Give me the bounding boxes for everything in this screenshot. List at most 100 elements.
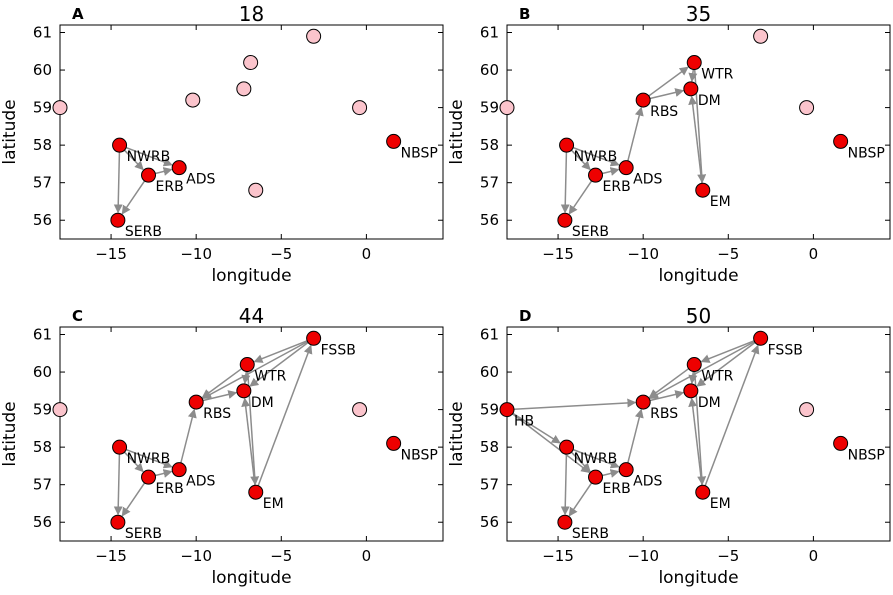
edge-arrow <box>202 390 238 402</box>
y-tick-label: 58 <box>33 136 52 154</box>
y-tick-label: 58 <box>480 136 499 154</box>
edge-arrow <box>568 482 593 517</box>
edge-arrow <box>602 469 620 478</box>
node-label: SERB <box>572 526 609 542</box>
panel-a: A 18 −15 −10 −5 0 56 57 58 59 60 61 longitude latitud… <box>0 2 444 286</box>
edge-group <box>560 66 707 215</box>
edge-arrow <box>241 397 256 486</box>
edge-arrow <box>202 340 308 399</box>
panel-title: 18 <box>239 2 264 26</box>
x-tick-label: −5 <box>270 547 292 565</box>
edge-arrow <box>121 180 146 215</box>
node-label: NBSP <box>401 447 438 463</box>
active-node <box>683 383 699 399</box>
active-node <box>110 514 126 530</box>
node-label: ERB <box>156 179 184 195</box>
inactive-node <box>185 92 201 108</box>
active-node <box>236 383 252 399</box>
edge-group <box>113 340 313 517</box>
y-axis-label: latitude <box>0 401 20 466</box>
y-tick-label: 58 <box>33 438 52 456</box>
active-node <box>386 435 402 451</box>
inactive-node <box>236 81 252 97</box>
active-node <box>559 137 575 153</box>
edge-arrow <box>572 448 620 469</box>
y-tick-label: 60 <box>480 363 499 381</box>
y-tick-label: 59 <box>33 401 52 419</box>
active-node <box>171 160 187 176</box>
x-tick-label: −10 <box>627 547 659 565</box>
x-tick-label: −15 <box>542 547 574 565</box>
plot-frame <box>59 24 444 240</box>
x-tick-label: −10 <box>627 245 659 263</box>
edge-arrow <box>648 66 689 97</box>
active-node <box>557 514 573 530</box>
node-label: NWRB <box>574 149 618 165</box>
inactive-node <box>352 100 368 116</box>
x-tick-label: −5 <box>717 245 739 263</box>
edge-arrow <box>572 146 620 167</box>
active-node <box>686 357 702 373</box>
active-node <box>306 330 322 346</box>
inactive-node <box>352 402 368 418</box>
panel-d: D 50 −15 −10 −5 0 56 57 58 59 60 61 longitude latitud… <box>447 304 891 588</box>
node-group: NWRB ERB ADS SERB RBS WTR DM EM FSSB NBSP <box>52 330 438 542</box>
edge-arrow <box>512 412 561 444</box>
edge-arrow <box>253 340 308 363</box>
node-label: WTR <box>701 67 733 83</box>
inactive-node <box>799 402 815 418</box>
active-node <box>188 394 204 410</box>
edge-arrow <box>125 146 173 167</box>
node-label: HB <box>514 414 534 430</box>
y-tick-label: 56 <box>33 211 52 229</box>
node-label: EM <box>263 496 284 512</box>
node-label: NWRB <box>127 149 171 165</box>
y-tick-label: 57 <box>480 174 499 192</box>
edge-arrow <box>688 371 698 385</box>
edge-arrow <box>570 451 591 473</box>
x-axis-label: longitude <box>658 266 738 286</box>
panel-title: 50 <box>686 304 711 328</box>
edge-arrow <box>155 167 173 176</box>
active-node <box>618 462 634 478</box>
y-tick-label: 61 <box>33 24 52 42</box>
x-tick-label: −10 <box>180 547 212 565</box>
y-tick-label: 60 <box>33 61 52 79</box>
inactive-node <box>243 55 259 71</box>
inactive-node <box>306 28 322 44</box>
panel-letter: B <box>519 5 530 23</box>
panel-b: B 35 −15 −10 −5 0 56 57 58 59 60 61 longitude latitud… <box>447 2 891 286</box>
y-tick-label: 56 <box>480 513 499 531</box>
active-node <box>588 167 604 183</box>
active-node <box>753 330 769 346</box>
y-axis-label: latitude <box>447 401 467 466</box>
y-tick-label: 57 <box>33 174 52 192</box>
y-tick-label: 59 <box>33 99 52 117</box>
active-node <box>833 435 849 451</box>
active-node <box>141 469 157 485</box>
panel-letter: D <box>519 307 531 325</box>
y-tick-label: 56 <box>480 211 499 229</box>
node-label: RBS <box>203 406 231 422</box>
inactive-node <box>799 100 815 116</box>
edge-arrow <box>241 371 251 385</box>
inactive-node <box>499 100 515 116</box>
x-tick-label: 0 <box>809 547 819 565</box>
active-node <box>141 167 157 183</box>
panel-letter: C <box>72 307 83 325</box>
x-tick-label: 0 <box>809 245 819 263</box>
edge-arrow <box>602 167 620 176</box>
y-tick-label: 59 <box>480 99 499 117</box>
edge-arrow <box>696 341 756 387</box>
x-tick-label: −5 <box>270 245 292 263</box>
edge-arrow <box>125 448 173 469</box>
x-tick-label: −15 <box>95 245 127 263</box>
edge-arrow <box>257 344 313 486</box>
edge-group <box>512 340 760 517</box>
edge-arrow <box>180 408 197 464</box>
y-tick-label: 60 <box>33 363 52 381</box>
node-label: FSSB <box>768 342 803 358</box>
y-axis-label: latitude <box>447 99 467 164</box>
y-tick-label: 61 <box>480 326 499 344</box>
y-tick-label: 57 <box>33 476 52 494</box>
